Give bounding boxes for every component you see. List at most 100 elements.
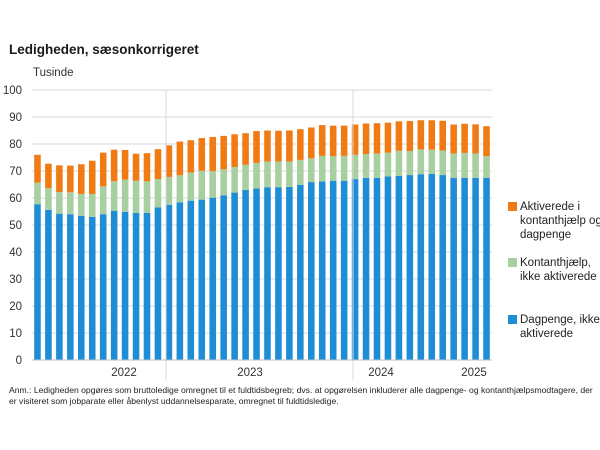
- bar-segment-series-2: [472, 153, 479, 178]
- bar-segment-series-3: [143, 153, 151, 182]
- footnote: Anm.: Ledigheden opgøres som bruttoledig…: [9, 385, 593, 407]
- bar-segment-series-1: [275, 187, 282, 360]
- bar-segment-series-1: [209, 197, 216, 360]
- x-year-label: 2025: [461, 367, 487, 379]
- bar-segment-series-3: [461, 123, 468, 153]
- bar-segment-series-1: [176, 202, 184, 360]
- bar-segment-series-3: [439, 120, 446, 151]
- bar-segment-series-3: [395, 121, 403, 151]
- bar-segment-series-2: [209, 171, 216, 198]
- bar-segment-series-1: [231, 192, 238, 360]
- bar-segment-series-2: [88, 193, 96, 217]
- x-year-label: 2023: [237, 367, 263, 379]
- bar-segment-series-1: [384, 176, 392, 360]
- bar-segment-series-1: [78, 215, 85, 360]
- bar-segment-series-1: [329, 180, 337, 360]
- y-tick-label: 100: [3, 85, 22, 97]
- bar-segment-series-2: [275, 161, 282, 188]
- bar-segment-series-3: [231, 134, 238, 167]
- bar-segment-series-1: [395, 175, 403, 360]
- bar-segment-series-2: [286, 161, 293, 187]
- bar-segment-series-3: [45, 163, 52, 189]
- bar-segment-series-2: [329, 156, 337, 181]
- bar-segment-series-3: [67, 165, 74, 193]
- y-tick-label: 60: [9, 193, 22, 205]
- bar-segment-series-3: [384, 122, 392, 153]
- bar-segment-series-2: [56, 192, 63, 214]
- bar-segment-series-3: [318, 125, 326, 156]
- bar-segment-series-2: [231, 166, 238, 193]
- bar-segment-series-3: [450, 124, 457, 154]
- y-tick-label: 20: [9, 301, 22, 313]
- bar-segment-series-1: [472, 177, 479, 360]
- bar-segment-series-1: [264, 187, 271, 360]
- bar-segment-series-2: [406, 151, 414, 176]
- y-tick-label: 90: [9, 112, 22, 124]
- bar-segment-series-3: [110, 149, 118, 182]
- bar-segment-series-2: [318, 155, 326, 182]
- bar-segment-series-1: [143, 212, 151, 360]
- bar-segment-series-3: [351, 124, 359, 155]
- bar-segment-series-3: [99, 152, 107, 187]
- bar-segment-series-1: [121, 211, 129, 360]
- bar-segment-series-2: [297, 159, 304, 185]
- y-tick-label: 30: [9, 274, 22, 286]
- bar-segment-series-1: [373, 178, 381, 360]
- bar-segment-series-3: [165, 145, 173, 177]
- bar-segment-series-2: [220, 169, 227, 196]
- bar-segment-series-2: [121, 179, 129, 212]
- bar-segment-series-3: [329, 125, 337, 157]
- bar-segment-series-2: [373, 153, 381, 179]
- legend-label: Kontanthjælp, ikke aktiverede: [520, 257, 597, 283]
- bar-segment-series-2: [78, 193, 85, 216]
- bar-segment-series-1: [450, 178, 457, 360]
- bar-segment-series-3: [56, 165, 63, 193]
- bar-segment-series-2: [351, 154, 359, 180]
- bar-segment-series-3: [88, 160, 96, 194]
- bar-segment-series-1: [198, 199, 206, 360]
- legend-label: Dagpenge, ikke aktiverede: [520, 314, 600, 340]
- bar-segment-series-2: [264, 161, 271, 188]
- bar-segment-series-2: [483, 156, 490, 178]
- bar-segment-series-3: [154, 149, 162, 180]
- bar-segment-series-3: [176, 141, 184, 176]
- bar-segment-series-2: [110, 181, 118, 211]
- bar-segment-series-3: [483, 126, 490, 157]
- y-tick-label: 80: [9, 139, 22, 151]
- bar-segment-series-1: [340, 180, 348, 360]
- bar-segment-series-2: [154, 179, 162, 208]
- bar-segment-series-3: [264, 130, 271, 162]
- bar-segment-series-1: [483, 177, 490, 360]
- bar-segment-series-2: [176, 175, 184, 203]
- bar-segment-series-1: [88, 216, 96, 360]
- bar-segment-series-1: [286, 186, 293, 360]
- y-axis-unit-label: Tusinde: [33, 67, 74, 79]
- legend-swatch: [508, 258, 517, 267]
- bar-segment-series-1: [132, 212, 140, 360]
- bar-segment-series-2: [395, 150, 403, 176]
- x-axis: 2022 2023 2024 2025: [32, 90, 492, 380]
- bar-segment-series-1: [154, 207, 162, 360]
- bar-segment-series-2: [34, 182, 41, 205]
- bar-segment-series-2: [428, 149, 436, 174]
- y-axis: 0 10 20 30 40 50 60 70 80 90 100: [3, 85, 22, 367]
- legend-label: Aktiverede i kontanthjælp og dagpenge: [520, 201, 600, 241]
- bar-segment-series-3: [472, 124, 479, 154]
- bar-segment-series-3: [34, 154, 41, 183]
- bar-segment-series-3: [406, 121, 414, 152]
- bar-segment-series-1: [242, 189, 249, 360]
- bar-segment-series-1: [297, 184, 304, 360]
- bar-segment-series-1: [406, 175, 414, 360]
- legend-swatch: [508, 202, 517, 211]
- bar-segment-series-3: [187, 140, 195, 173]
- bar-segment-series-2: [362, 153, 370, 179]
- bar-segment-series-1: [67, 214, 74, 360]
- bar-segment-series-1: [99, 214, 107, 360]
- bar-segment-series-2: [253, 162, 260, 189]
- bar-segment-series-2: [450, 153, 457, 179]
- legend: Aktiverede i kontanthjælp og dagpenge Konta…: [508, 201, 600, 340]
- bar-segment-series-1: [362, 178, 370, 360]
- bar-segment-series-1: [318, 181, 326, 360]
- bar-segment-series-2: [67, 192, 74, 215]
